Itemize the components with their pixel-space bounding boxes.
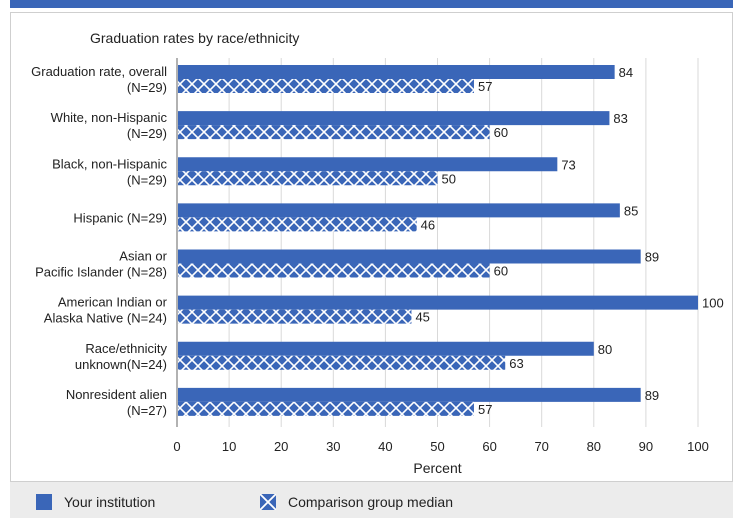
category-label: Hispanic (N=29) xyxy=(73,210,167,225)
legend-label-your-institution: Your institution xyxy=(64,494,156,510)
data-label: 57 xyxy=(478,402,492,417)
bar-your-institution xyxy=(178,203,620,218)
x-tick-label: 80 xyxy=(587,439,601,454)
data-label: 89 xyxy=(645,250,659,265)
bar-comparison-median xyxy=(178,79,474,93)
legend-label-comparison-median: Comparison group median xyxy=(288,494,453,510)
x-tick-label: 70 xyxy=(534,439,548,454)
bar-comparison-median xyxy=(178,309,412,324)
x-axis-label: Percent xyxy=(413,460,461,476)
bars xyxy=(178,65,698,416)
x-tick-label: 0 xyxy=(173,439,180,454)
solid-swatch-icon xyxy=(36,494,52,510)
data-label: 89 xyxy=(645,388,659,403)
category-label: (N=29) xyxy=(127,126,167,141)
data-label: 57 xyxy=(478,79,492,94)
x-tick-label: 20 xyxy=(274,439,288,454)
category-label: Alaska Native (N=24) xyxy=(44,311,167,326)
data-label: 73 xyxy=(561,157,575,172)
x-tick-label: 30 xyxy=(326,439,340,454)
bar-chart: 0 10 20 30 40 50 60 70 80 90 100 Percent Graduation … xyxy=(31,58,724,476)
bar-comparison-median xyxy=(178,125,490,140)
bar-your-institution xyxy=(178,249,641,264)
x-tick-label: 10 xyxy=(222,439,236,454)
category-label: Asian or xyxy=(119,249,167,264)
bar-comparison-median xyxy=(178,355,506,370)
category-label: American Indian or xyxy=(58,295,168,310)
x-tick-label: 40 xyxy=(378,439,392,454)
legend-item-comparison-median: Comparison group median xyxy=(260,494,453,510)
bar-your-institution xyxy=(178,295,698,310)
category-label: Race/ethnicity xyxy=(85,341,167,356)
category-label: Black, non-Hispanic xyxy=(52,156,167,171)
bar-your-institution xyxy=(178,341,594,356)
category-label: Graduation rate, overall xyxy=(31,64,167,79)
category-label: Nonresident alien xyxy=(66,387,167,402)
data-label: 85 xyxy=(624,203,638,218)
bar-comparison-median xyxy=(178,263,490,278)
bar-your-institution xyxy=(178,157,558,172)
bar-your-institution xyxy=(178,111,610,126)
category-label: (N=29) xyxy=(127,172,167,187)
data-label: 84 xyxy=(619,65,633,80)
legend-item-your-institution: Your institution xyxy=(36,494,155,510)
data-label: 80 xyxy=(598,342,612,357)
bar-comparison-median xyxy=(178,171,438,186)
data-label: 50 xyxy=(442,171,456,186)
x-tick-label: 60 xyxy=(482,439,496,454)
data-label: 83 xyxy=(613,111,627,126)
data-label: 100 xyxy=(702,296,724,311)
data-label: 46 xyxy=(421,217,435,232)
category-label: (N=29) xyxy=(127,80,167,95)
x-tick-label: 100 xyxy=(687,439,709,454)
data-label: 60 xyxy=(494,125,508,140)
bar-comparison-median xyxy=(178,401,474,416)
x-tick-label: 50 xyxy=(430,439,444,454)
bar-your-institution xyxy=(178,387,641,402)
data-label: 60 xyxy=(494,264,508,279)
labels: 0 10 20 30 40 50 60 70 80 90 100 Percent Graduation … xyxy=(31,64,724,476)
bar-comparison-median xyxy=(178,217,417,232)
category-label: unknown(N=24) xyxy=(75,357,167,372)
legend: Your institution Comparison group median xyxy=(10,482,733,518)
header-accent-bar xyxy=(10,0,733,8)
data-label: 45 xyxy=(415,310,429,325)
bar-your-institution xyxy=(178,65,615,79)
crosshatch-swatch-icon xyxy=(260,494,276,510)
chart-title: Graduation rates by race/ethnicity xyxy=(90,30,300,46)
x-tick-label: 90 xyxy=(639,439,653,454)
category-label: (N=27) xyxy=(127,403,167,418)
data-label: 63 xyxy=(509,356,523,371)
category-label: Pacific Islander (N=28) xyxy=(35,265,167,280)
category-label: White, non-Hispanic xyxy=(51,110,168,125)
